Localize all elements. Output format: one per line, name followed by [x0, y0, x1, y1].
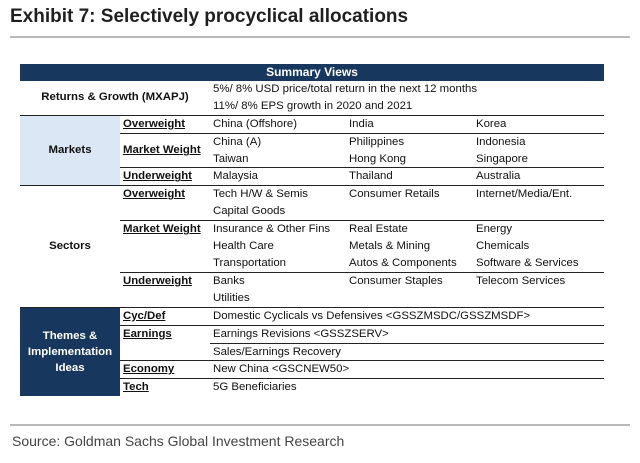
exhibit-title: Exhibit 7: Selectively procyclical alloc… [10, 6, 409, 27]
markets-label: Markets [20, 115, 120, 187]
market-cell: Indonesia [476, 135, 526, 148]
theme-text: Domestic Cyclicals vs Defensives <GSSZMS… [210, 307, 605, 326]
sector-cell: Consumer Retails [349, 188, 440, 201]
theme-category: Cyc/Def [120, 307, 210, 326]
themes-label-line: Ideas [55, 361, 85, 374]
sector-cell: Capital Goods [210, 203, 346, 222]
sector-cell [346, 289, 473, 308]
source-divider [10, 424, 630, 426]
theme-text: New China <GSCNEW50> [210, 360, 605, 380]
sector-cell: Energy [476, 223, 513, 236]
returns-line-1: 5%/ 8% USD price/total return in the nex… [213, 82, 478, 95]
sector-cell: Chemicals [476, 240, 530, 253]
sector-cell: Autos & Components [346, 254, 473, 273]
theme-category: Earnings [123, 327, 172, 340]
sector-cell: Telecom Services [476, 274, 566, 287]
sector-cell: Health Care [213, 240, 274, 253]
market-cell: China (A) [213, 135, 262, 148]
market-cell: Singapore [473, 150, 605, 169]
sector-cell [346, 203, 473, 222]
sector-cell [473, 203, 605, 222]
table-header: Summary Views [20, 64, 605, 81]
theme-text: Sales/Earnings Recovery [210, 343, 605, 362]
markets-market-weight-label: Market Weight [120, 133, 210, 169]
market-cell: Korea [473, 115, 605, 134]
summary-views-table: Summary Views Returns & Growth (MXAPJ) 5… [20, 64, 605, 397]
market-cell: Malaysia [210, 167, 346, 187]
returns-line-2: 11%/ 8% EPS growth in 2020 and 2021 [210, 97, 605, 116]
market-cell: Hong Kong [346, 150, 473, 169]
sector-cell: Metals & Mining [349, 240, 431, 253]
sector-cell: Consumer Staples [349, 274, 443, 287]
sector-cell [473, 289, 605, 308]
market-cell: Taiwan [210, 150, 346, 169]
themes-label-line: Implementation [27, 345, 113, 358]
sector-cell: Banks [213, 274, 245, 287]
themes-label: Themes & Implementation Ideas [20, 307, 120, 397]
sectors-label: Sectors [20, 185, 120, 308]
theme-text: Earnings Revisions <GSSZSERV> [210, 325, 605, 344]
returns-growth-label: Returns & Growth (MXAPJ) [20, 80, 210, 116]
title-divider [10, 36, 630, 38]
theme-category: Economy [120, 360, 210, 380]
sector-cell: Utilities [210, 289, 346, 308]
sector-cell: Tech H/W & Semis [213, 188, 308, 201]
sector-cell: Transportation [210, 254, 346, 273]
sector-cell: Software & Services [473, 254, 605, 273]
market-cell: Australia [473, 167, 605, 187]
sector-cell: Real Estate [349, 223, 408, 236]
sectors-overweight-label: Overweight [120, 185, 210, 222]
theme-category [120, 343, 210, 362]
sectors-underweight-label: Underweight [120, 272, 210, 308]
theme-text: 5G Beneficiaries [213, 381, 297, 394]
market-cell: India [346, 115, 473, 134]
sector-cell: Insurance & Other Fins [213, 223, 331, 236]
source-note: Source: Goldman Sachs Global Investment … [12, 433, 345, 449]
sectors-market-weight-label: Market Weight [120, 220, 210, 273]
market-cell: Thailand [346, 167, 473, 187]
sector-cell: Internet/Media/Ent. [476, 188, 573, 201]
market-cell: Philippines [349, 135, 405, 148]
theme-category: Tech [123, 381, 149, 394]
markets-underweight-label: Underweight [120, 167, 210, 187]
market-cell: China (Offshore) [210, 115, 346, 134]
markets-overweight-label: Overweight [120, 115, 210, 134]
themes-label-line: Themes & [42, 329, 98, 342]
